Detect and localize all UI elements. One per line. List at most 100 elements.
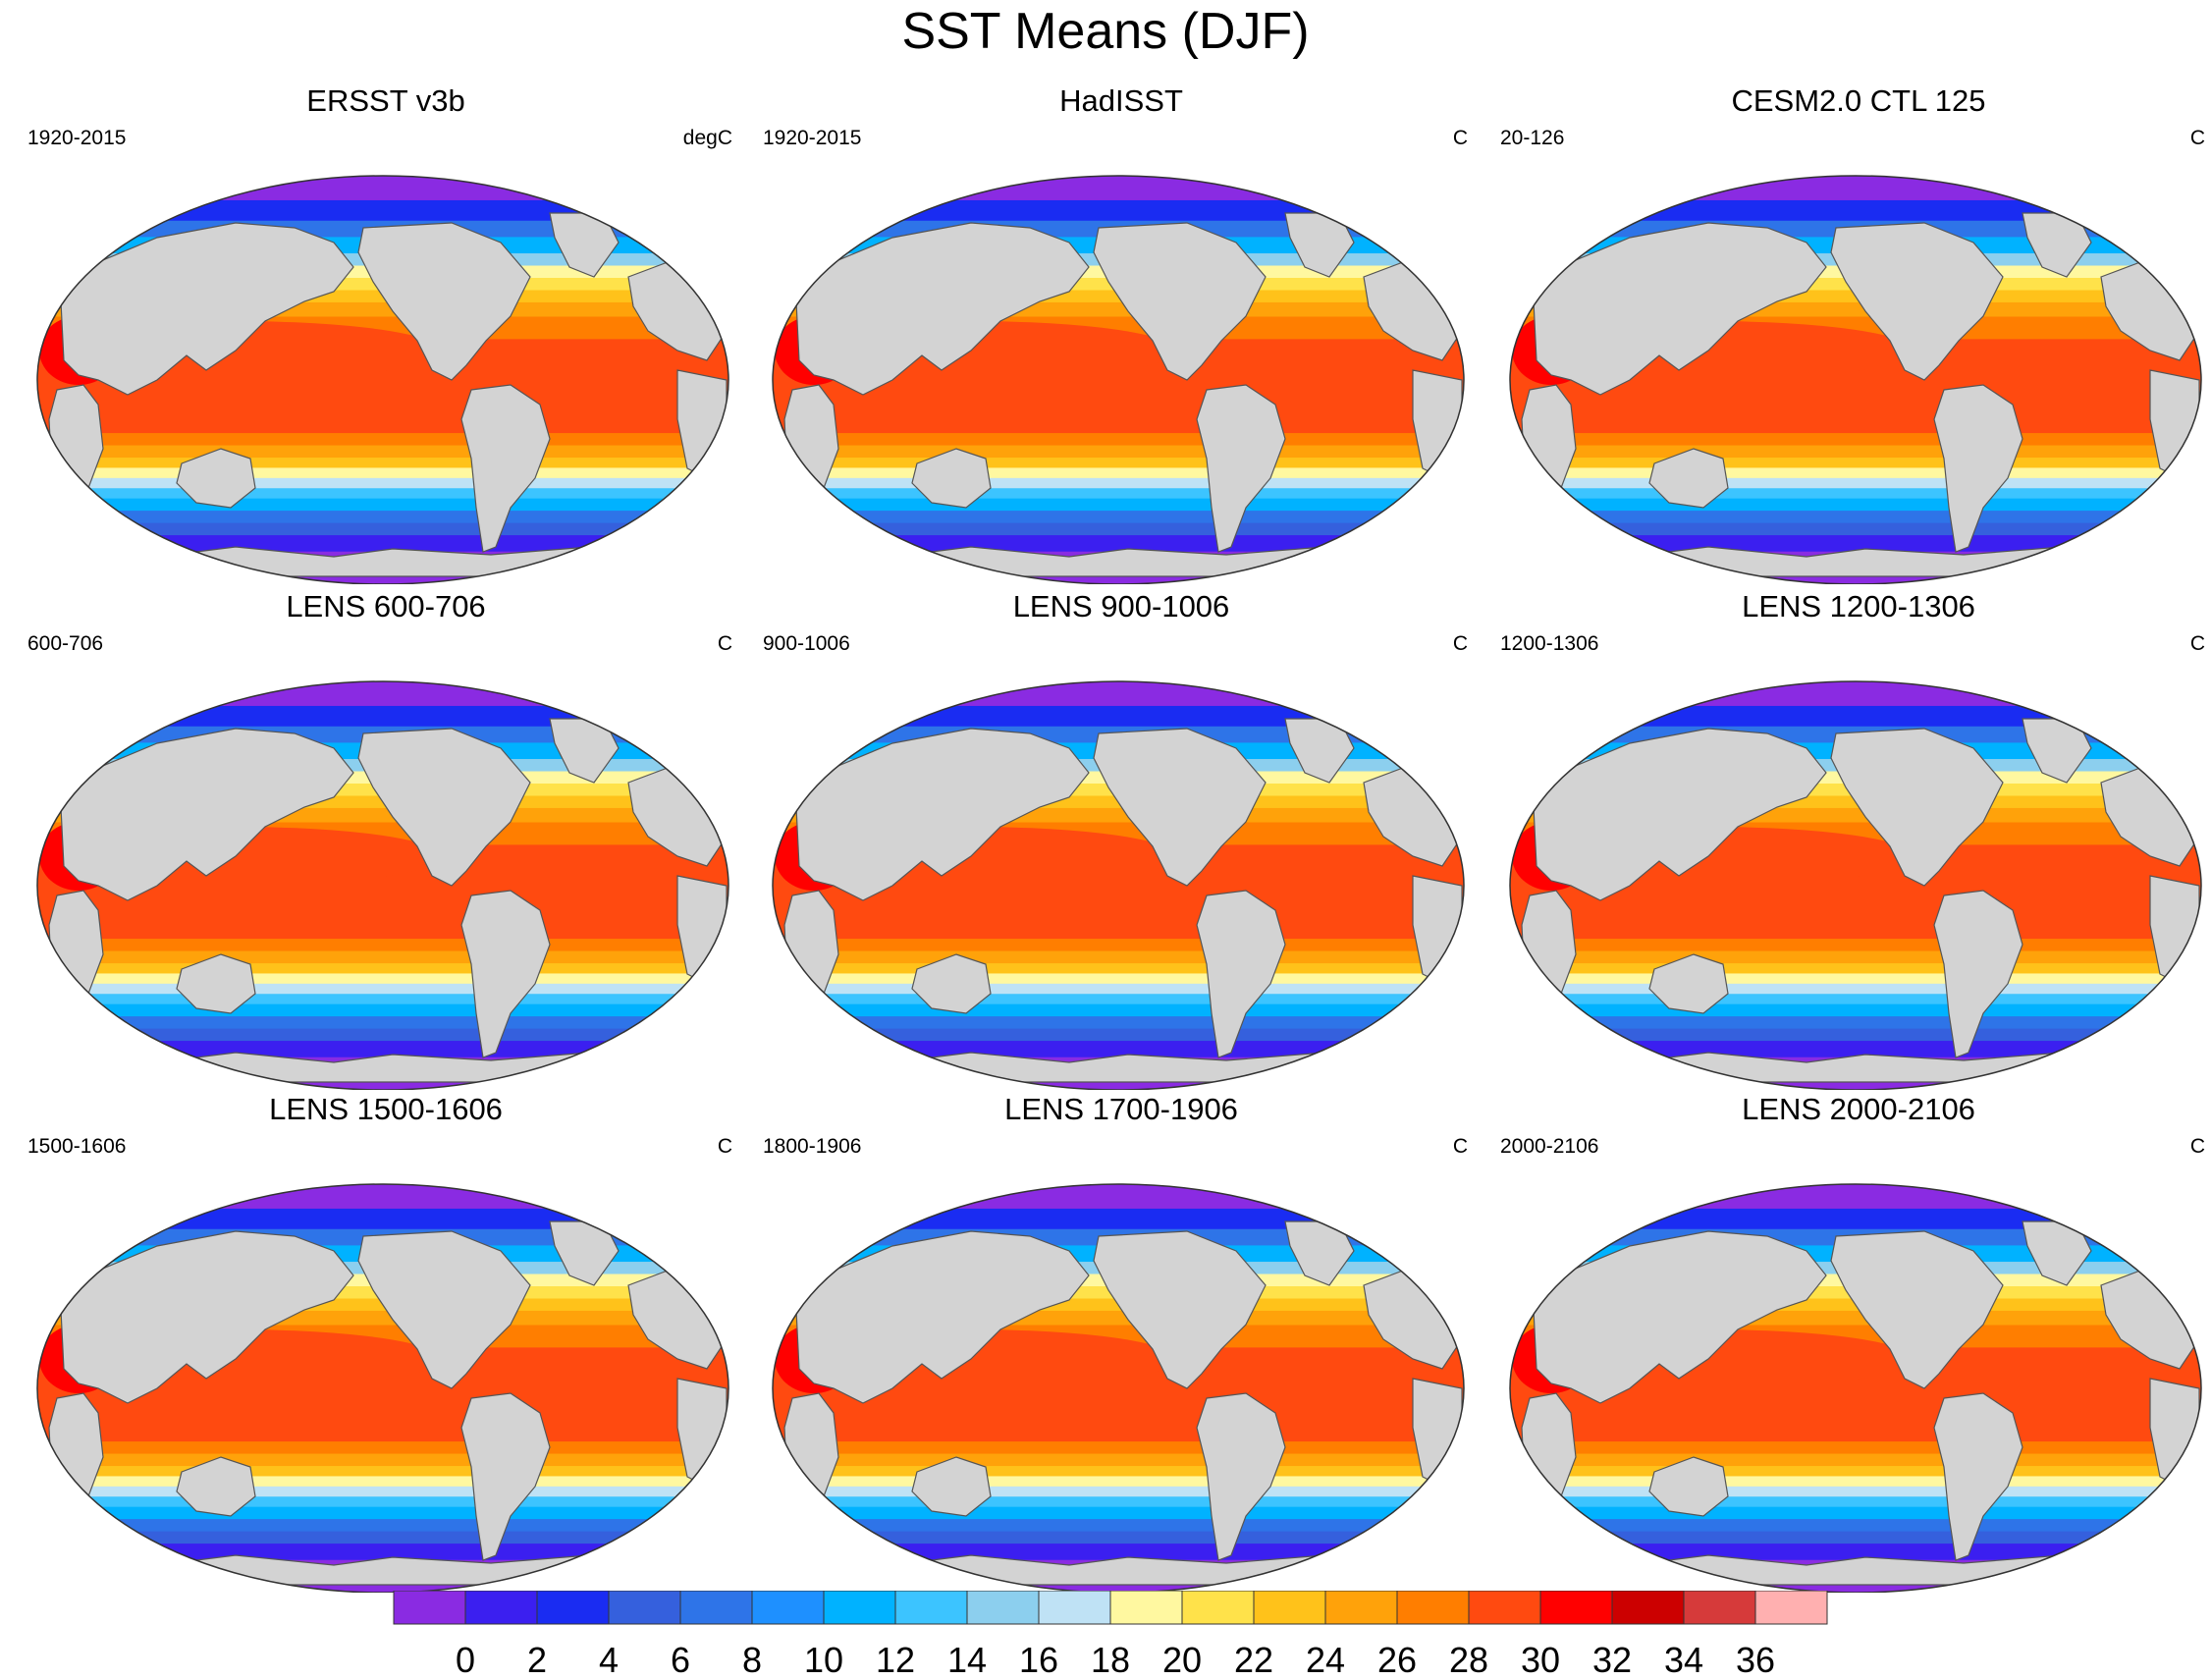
sst-band — [773, 1184, 1464, 1210]
continent-eurasia — [60, 728, 354, 901]
continent-africa — [783, 384, 839, 518]
sst-band — [1510, 1486, 2201, 1498]
continent-australia — [911, 448, 992, 509]
map-border — [772, 680, 1465, 1090]
panel-units: degC — [682, 127, 732, 149]
sst-band — [1510, 488, 2201, 500]
sst-band — [1510, 1506, 2201, 1521]
sst-band — [37, 1003, 728, 1018]
panel-title: ERSST v3b — [306, 83, 465, 118]
sst-band — [773, 199, 1464, 222]
sst-band — [773, 1453, 1464, 1468]
panel-units: C — [2189, 632, 2205, 655]
sst-band — [37, 681, 728, 707]
sst-band — [773, 1441, 1464, 1455]
colorbar-tick-label: 20 — [1162, 1640, 1202, 1680]
sst-band — [37, 445, 728, 460]
map-border — [36, 1183, 729, 1593]
continent-south-america — [1933, 1392, 2023, 1561]
sst-band — [37, 1506, 728, 1521]
continent-south-america — [1196, 1392, 1286, 1561]
map-panel: LENS 1500-1606 1500-1606 C — [18, 1092, 754, 1593]
sst-band — [37, 1486, 728, 1498]
sst-band — [37, 1041, 728, 1058]
map-panel: CESM2.0 CTL 125 20-126 C — [1490, 83, 2211, 584]
sst-band — [773, 1016, 1464, 1030]
sst-field — [773, 1184, 1464, 1593]
panel-units: C — [2189, 127, 2205, 149]
colorbar-segment — [1683, 1591, 1756, 1625]
sst-band — [773, 1476, 1464, 1488]
panel-years: 900-1006 — [763, 632, 850, 655]
colorbar-tick-label: 18 — [1091, 1640, 1130, 1680]
colorbar-tick-label: 2 — [527, 1640, 547, 1680]
colorbar-tick-label: 32 — [1592, 1640, 1632, 1680]
colorbar-tick-label: 10 — [804, 1640, 843, 1680]
sst-band — [773, 522, 1464, 537]
colorbar-segment — [1038, 1591, 1111, 1625]
sst-band — [773, 994, 1464, 1005]
colorbar-tick-label: 6 — [671, 1640, 690, 1680]
sst-band — [1510, 477, 2201, 490]
sst-map — [1509, 175, 2202, 584]
panel-title: LENS 600-706 — [286, 589, 486, 623]
colorbar-tick-label: 34 — [1664, 1640, 1703, 1680]
sst-band — [773, 1041, 1464, 1058]
sst-band — [1510, 994, 2201, 1005]
sst-band — [1510, 1016, 2201, 1030]
sst-band — [773, 176, 1464, 201]
continent-africa — [1521, 384, 1577, 518]
panel-units: C — [1452, 127, 1468, 149]
continent-eurasia — [795, 222, 1090, 396]
continent-eurasia — [60, 222, 354, 396]
sst-band — [37, 1028, 728, 1043]
sst-band — [37, 1476, 728, 1488]
sst-band — [1510, 1184, 2201, 1210]
sst-band — [773, 498, 1464, 513]
continent-north-america — [357, 222, 531, 381]
map-panel: LENS 900-1006 900-1006 C — [753, 589, 1489, 1090]
sst-band — [773, 1486, 1464, 1498]
sst-field — [37, 681, 728, 1090]
sst-band — [773, 1496, 1464, 1508]
sst-field — [37, 176, 728, 584]
panel-title: LENS 1700-1906 — [1004, 1092, 1238, 1126]
sst-band — [773, 1003, 1464, 1018]
sst-band — [37, 1208, 728, 1230]
sst-band — [37, 963, 728, 975]
colorbar-segment — [751, 1591, 825, 1625]
map-panel: LENS 2000-2106 2000-2106 C — [1490, 1092, 2211, 1593]
continent-africa — [783, 1392, 839, 1527]
continent-australia — [176, 448, 256, 509]
sst-band — [773, 939, 1464, 952]
sst-band — [37, 1519, 728, 1533]
map-border — [1509, 1183, 2202, 1593]
sst-band — [37, 1453, 728, 1468]
sst-map — [772, 680, 1465, 1090]
colorbar-segment — [966, 1591, 1040, 1625]
sst-band — [37, 176, 728, 201]
land-group — [1521, 1220, 2200, 1586]
sst-band — [37, 994, 728, 1005]
panel-years: 1200-1306 — [1500, 632, 1599, 655]
continent-north-america — [357, 1230, 531, 1389]
panel-title: LENS 900-1006 — [1012, 589, 1230, 623]
continent-eurasia — [1533, 1230, 1827, 1404]
panel-units: C — [1452, 1135, 1468, 1158]
sst-band — [37, 939, 728, 952]
colorbar-segment — [1253, 1591, 1326, 1625]
sst-band — [1510, 445, 2201, 460]
sst-band — [37, 498, 728, 513]
sst-band — [37, 1496, 728, 1508]
sst-band — [37, 433, 728, 447]
continent-australia — [176, 1456, 256, 1517]
sst-band — [37, 488, 728, 500]
sst-band — [1510, 511, 2201, 524]
colorbar-segment — [1611, 1591, 1685, 1625]
colorbar-segment — [894, 1591, 968, 1625]
sst-band — [1510, 1519, 2201, 1533]
land-group — [48, 1220, 728, 1586]
continent-south-america — [460, 384, 551, 553]
colorbar: 0 2 4 6 8 10 12 14 16 18 20 22 24 26 28 30 32 34 36 — [393, 1591, 1828, 1680]
colorbar-segment — [464, 1591, 538, 1625]
